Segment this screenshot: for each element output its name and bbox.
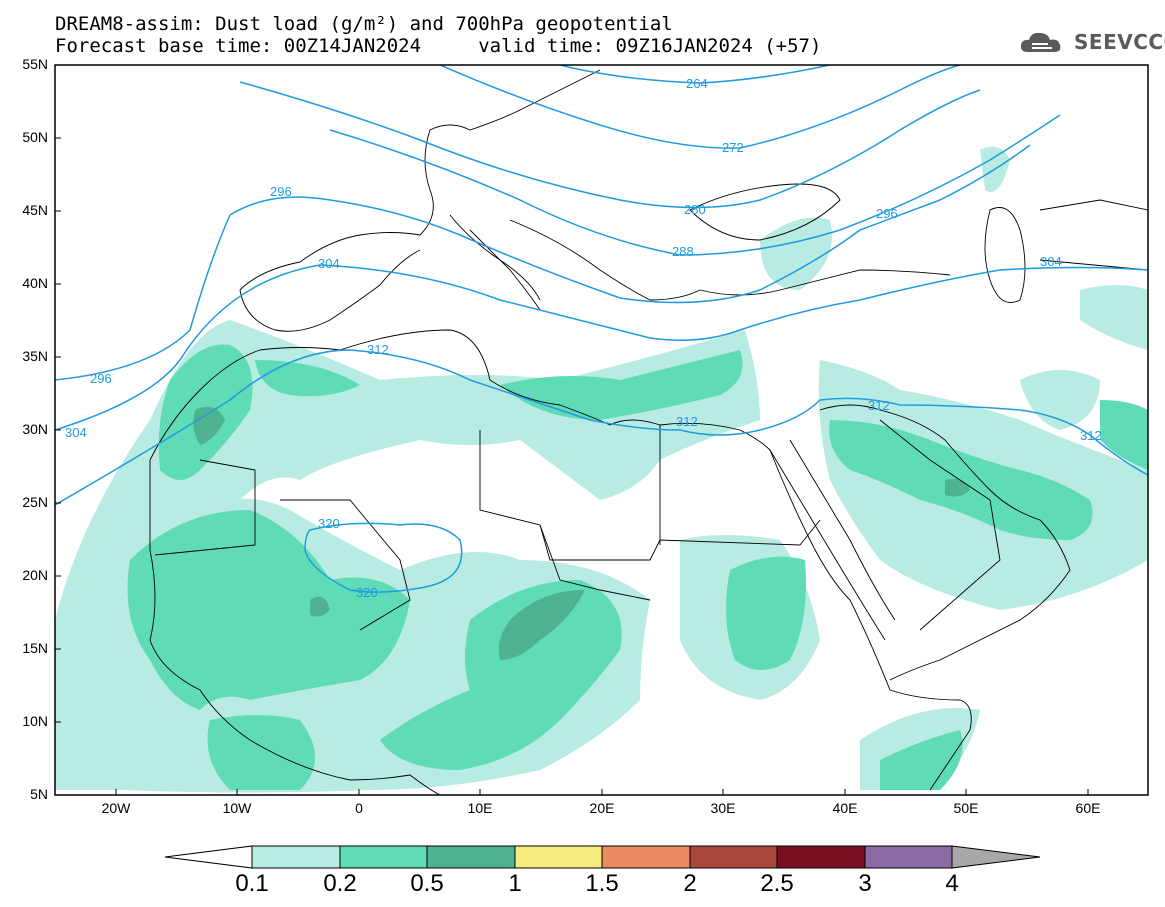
contour-280	[239, 81, 981, 209]
contour-label: 288	[672, 244, 694, 259]
lon-label: 10W	[222, 800, 252, 816]
contour-label: 296	[876, 206, 898, 221]
dust-level-0.5	[193, 406, 970, 660]
coastlines	[149, 69, 1148, 795]
colorbar-swatch	[601, 845, 691, 869]
contour-label: 304	[318, 256, 340, 271]
colorbar-under-arrow	[164, 845, 253, 869]
forecast-time-info: Forecast base time: 00Z14JAN2024 valid t…	[55, 35, 822, 57]
contour-264	[559, 65, 831, 84]
colorbar-label: 1	[508, 870, 522, 897]
colorbar-label: 4	[945, 870, 959, 897]
logo-text: SEEVCCC	[1074, 30, 1165, 54]
contour-label: 312	[676, 414, 698, 429]
lon-label: 0	[355, 800, 363, 816]
seevccc-logo: SEEVCCC	[1018, 28, 1165, 56]
contour-272	[439, 65, 961, 149]
contour-320	[304, 522, 463, 593]
contour-label: 312	[367, 342, 389, 357]
lat-label: 15N	[22, 640, 48, 656]
colorbar-label: 0.5	[410, 870, 444, 897]
lon-label: 20E	[589, 800, 615, 816]
lat-label: 35N	[22, 348, 48, 364]
contour-label: 312	[868, 398, 890, 413]
lat-label: 40N	[22, 275, 48, 291]
lat-label: 50N	[22, 129, 48, 145]
contour-label: 304	[65, 425, 87, 440]
lat-label: 30N	[22, 421, 48, 437]
colorbar-label: 3	[858, 870, 872, 897]
cloud-icon	[1020, 32, 1061, 52]
map-title: DREAM8-assim: Dust load (g/m²) and 700hP…	[55, 13, 673, 35]
colorbar-label: 0.2	[323, 870, 357, 897]
contour-label: 296	[90, 371, 112, 386]
contour-label: 312	[1080, 428, 1102, 443]
contour-label-group: 264 272 280 288 296 296 296 304 304 304 …	[65, 76, 1102, 600]
colorbar-swatch	[689, 845, 778, 869]
colorbar-swatch	[339, 845, 428, 869]
colorbar-label: 2.5	[760, 870, 794, 897]
contour-304	[55, 264, 1148, 431]
colorbar-swatch	[864, 845, 953, 869]
contour-label: 264	[686, 76, 708, 91]
lon-label: 20W	[101, 800, 131, 816]
colorbar-label: 2	[683, 870, 697, 897]
contour-label: 320	[318, 516, 340, 531]
axis-ticks	[55, 64, 1089, 795]
lon-label: 60E	[1075, 800, 1101, 816]
colorbar-label: 0.1	[235, 870, 269, 897]
lat-label: 25N	[22, 494, 48, 510]
contour-label: 320	[356, 585, 378, 600]
lon-label: 30E	[710, 800, 736, 816]
colorbar-swatch	[776, 845, 866, 869]
contour-296-a	[55, 144, 1031, 381]
lat-label: 55N	[22, 56, 48, 72]
contour-label: 280	[684, 202, 706, 217]
contour-label: 296	[270, 184, 292, 199]
colorbar-over-arrow	[951, 845, 1041, 869]
dust-shading	[55, 146, 1148, 793]
contour-label: 304	[1040, 254, 1062, 269]
lon-label: 50E	[953, 800, 979, 816]
colorbar-swatch	[251, 845, 341, 869]
geopotential-contours	[55, 65, 1148, 593]
lon-label: 40E	[832, 800, 858, 816]
colorbar-swatch	[426, 845, 516, 869]
lat-label: 45N	[22, 202, 48, 218]
lat-label: 5N	[30, 786, 48, 802]
colorbar-swatch	[514, 845, 603, 869]
contour-312	[55, 349, 1148, 506]
lat-label: 20N	[22, 567, 48, 583]
lon-label: 10E	[467, 800, 493, 816]
lat-label: 10N	[22, 713, 48, 729]
contour-288	[329, 114, 1061, 256]
colorbar-label: 1.5	[585, 870, 619, 897]
colorbar	[164, 845, 1041, 869]
contour-label: 272	[722, 140, 744, 155]
